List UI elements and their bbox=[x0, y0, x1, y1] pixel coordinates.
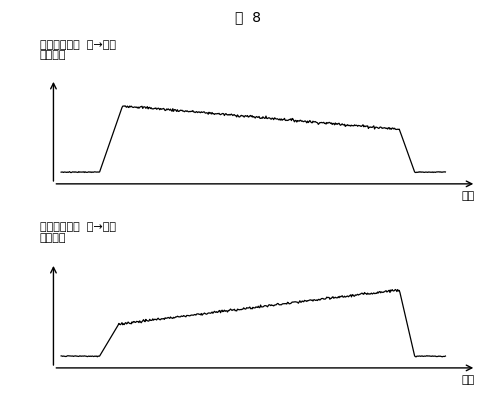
Text: 板厚変動周期  短→長時: 板厚変動周期 短→長時 bbox=[40, 222, 116, 232]
Text: 時間: 時間 bbox=[462, 375, 475, 385]
Text: 時間: 時間 bbox=[462, 191, 475, 201]
Text: 板厚変動周期  長→短時: 板厚変動周期 長→短時 bbox=[40, 40, 116, 50]
Text: 圧延速度: 圧延速度 bbox=[40, 233, 66, 243]
Text: 圧延速度: 圧延速度 bbox=[40, 50, 66, 60]
Text: 図  8: 図 8 bbox=[235, 10, 261, 24]
